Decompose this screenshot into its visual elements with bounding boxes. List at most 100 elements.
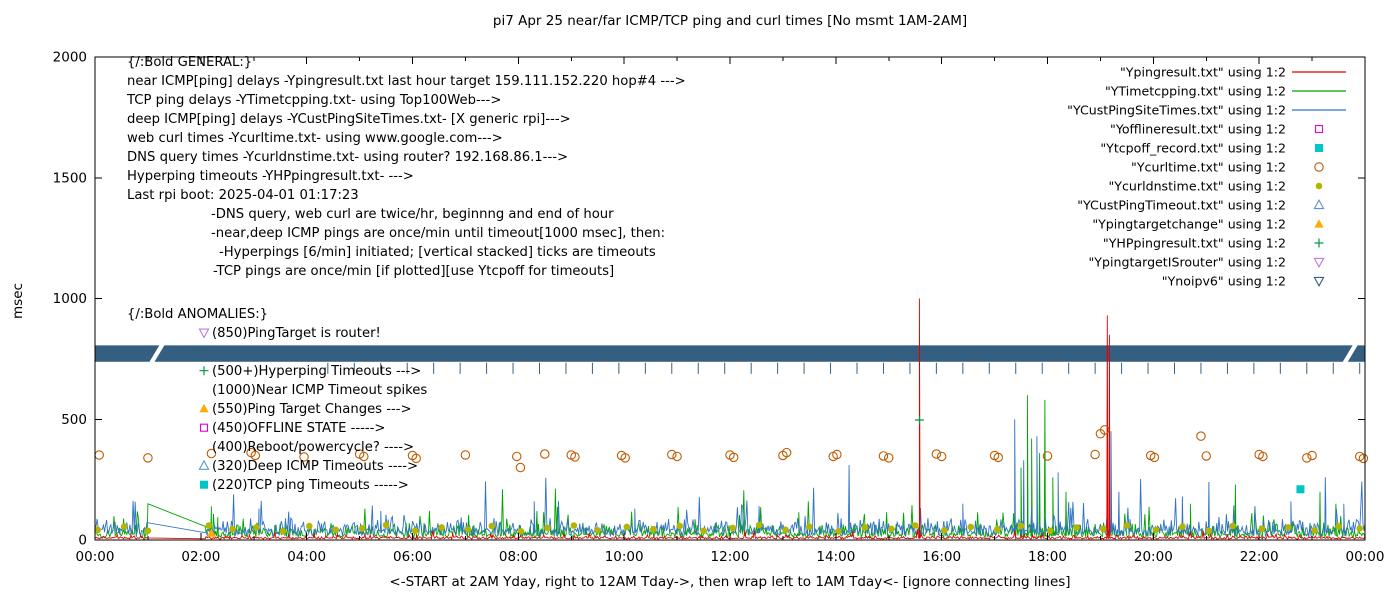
circle-filled-marker: [1073, 524, 1080, 531]
circle-filled-marker: [1315, 182, 1323, 190]
legend-label: "YHPpingresult.txt" using 1:2: [1103, 235, 1286, 250]
circle-open-marker: [299, 452, 309, 462]
triangle-down-open-marker: [1313, 257, 1325, 268]
circle-open-marker: [1090, 449, 1100, 460]
circle-open-marker: [1258, 451, 1268, 462]
plus-marker: [1314, 238, 1324, 248]
anomaly-line: (850)PingTarget is router!: [212, 326, 381, 341]
x-tick-label: 06:00: [393, 549, 432, 565]
general-line: deep ICMP[ping] delays -YCustPingSiteTim…: [127, 112, 571, 127]
y-axis-label: msec: [10, 283, 26, 319]
legend-label: "Ypingtargetchange" using 1:2: [1092, 216, 1286, 231]
x-tick-label: 02:00: [181, 549, 220, 565]
circle-open-marker: [1042, 451, 1053, 461]
anomaly-line: (550)Ping Target Changes --->: [212, 402, 412, 417]
circle-filled-marker: [570, 522, 578, 529]
circle-filled-marker: [1123, 522, 1131, 529]
legend: "Ypingresult.txt" using 1:2 "YTimetcpping…: [1067, 64, 1346, 288]
circle-filled-marker: [967, 523, 975, 531]
triangle-up-filled-marker: [1314, 219, 1324, 228]
triangle-up-open-marker: [198, 459, 210, 470]
triangle-up-filled-marker: [206, 528, 217, 537]
general-line: -near,deep ICMP pings are once/min until…: [211, 226, 665, 241]
circle-filled-marker: [888, 525, 895, 533]
anomalies-annotation: {/:Bold ANOMALIES:} (850)PingTarget is ro…: [127, 307, 427, 493]
x-tick-label: 00:00: [1346, 549, 1385, 565]
circle-filled-marker: [229, 525, 236, 533]
circle-filled-marker: [649, 526, 657, 533]
circle-filled-marker: [544, 524, 551, 532]
y-tick-label: 1500: [53, 170, 87, 186]
band-break: [148, 344, 165, 363]
circle-open-marker: [1201, 451, 1212, 461]
legend-label: "Ycurltime.txt" using 1:2: [1131, 159, 1286, 174]
circle-filled-marker: [1017, 522, 1025, 530]
axes: [94, 56, 1366, 541]
y-tick-label: 500: [61, 412, 87, 428]
legend-label: "Ynoipv6" using 1:2: [1162, 273, 1286, 288]
x-tick-label: 18:00: [1028, 549, 1067, 565]
circle-open-marker: [781, 447, 792, 458]
x-tick-label: 14:00: [816, 549, 855, 565]
circle-open-marker: [515, 462, 526, 473]
legend-label: "YCustPingSiteTimes.txt" using 1:2: [1067, 102, 1286, 117]
circle-open-marker: [1196, 431, 1206, 441]
y-tick-label: 1000: [53, 291, 87, 307]
circle-filled-marker: [1152, 526, 1160, 534]
general-line: Last rpi boot: 2025-04-01 01:17:23: [127, 188, 359, 203]
circle-open-marker: [359, 451, 369, 462]
anomaly-line: (500+)Hyperping Timeouts --->: [212, 364, 421, 379]
triangle-up-open-marker: [1313, 199, 1325, 210]
x-tick-label: 16:00: [922, 549, 961, 565]
circle-filled-marker: [1258, 525, 1266, 533]
circle-filled-marker: [517, 528, 525, 535]
circle-open-marker: [1149, 452, 1160, 463]
general-line: -DNS query, web curl are twice/hr, begin…: [211, 207, 614, 222]
legend-label: "YCustPingTimeout.txt" using 1:2: [1077, 197, 1286, 212]
circle-open-marker: [540, 449, 550, 459]
plus-marker: [199, 366, 209, 376]
circle-open-marker: [993, 452, 1004, 463]
scatter-Ypingtargetchange: [206, 528, 217, 537]
general-line: Hyperping timeouts -YHPpingresult.txt- -…: [127, 169, 414, 184]
legend-label: "Ycurldnstime.txt" using 1:2: [1109, 178, 1286, 193]
circle-open-marker: [672, 451, 682, 462]
circle-open-marker: [1307, 450, 1317, 461]
circle-open-marker: [878, 451, 889, 461]
circle-filled-marker: [861, 524, 869, 531]
legend-label: "YTimetcpping.txt" using 1:2: [1105, 83, 1286, 98]
general-line: DNS query times -Ycurldnstime.txt- using…: [127, 150, 568, 165]
circle-filled-marker: [1229, 522, 1237, 530]
circle-filled-marker: [1284, 524, 1292, 531]
anomaly-line: (400)Reboot/powercycle? ---->: [212, 440, 414, 455]
circle-open-marker: [143, 453, 153, 463]
y-tick-label: 2000: [53, 50, 87, 66]
x-tick-label: 08:00: [499, 549, 538, 565]
circle-filled-marker: [623, 523, 631, 531]
circle-filled-marker: [1356, 525, 1364, 532]
general-line: near ICMP[ping] delays -Ypingresult.txt …: [127, 74, 686, 89]
anomaly-line: (1000)Near ICMP Timeout spikes: [212, 383, 427, 398]
circle-filled-marker: [306, 522, 313, 530]
circle-filled-marker: [1099, 525, 1107, 533]
circle-filled-marker: [1205, 527, 1213, 535]
triangle-down-open-marker: [1313, 276, 1325, 287]
x-tick-label: 10:00: [605, 549, 644, 565]
anomaly-line: (320)Deep ICMP Timeouts ---->: [212, 459, 418, 474]
series-YCustPingSiteTimes: [94, 419, 1366, 538]
circle-filled-marker: [835, 528, 842, 535]
square-filled-marker: [200, 480, 208, 489]
general-line: -Hyperpings [6/min] initiated; [vertical…: [219, 245, 656, 260]
circle-filled-marker: [205, 522, 213, 529]
circle-open-marker: [1099, 425, 1110, 435]
circle-filled-marker: [279, 528, 287, 535]
circle-open-marker: [883, 453, 894, 463]
circle-filled-marker: [464, 526, 472, 533]
x-tick-label: 04:00: [287, 549, 326, 565]
legend-label: "Ytcpoff_record.txt" using 1:2: [1100, 140, 1286, 155]
circle-filled-marker: [358, 525, 366, 532]
anomaly-line: (220)TCP ping Timeouts ----->: [212, 478, 409, 493]
circle-open-marker: [931, 449, 942, 459]
